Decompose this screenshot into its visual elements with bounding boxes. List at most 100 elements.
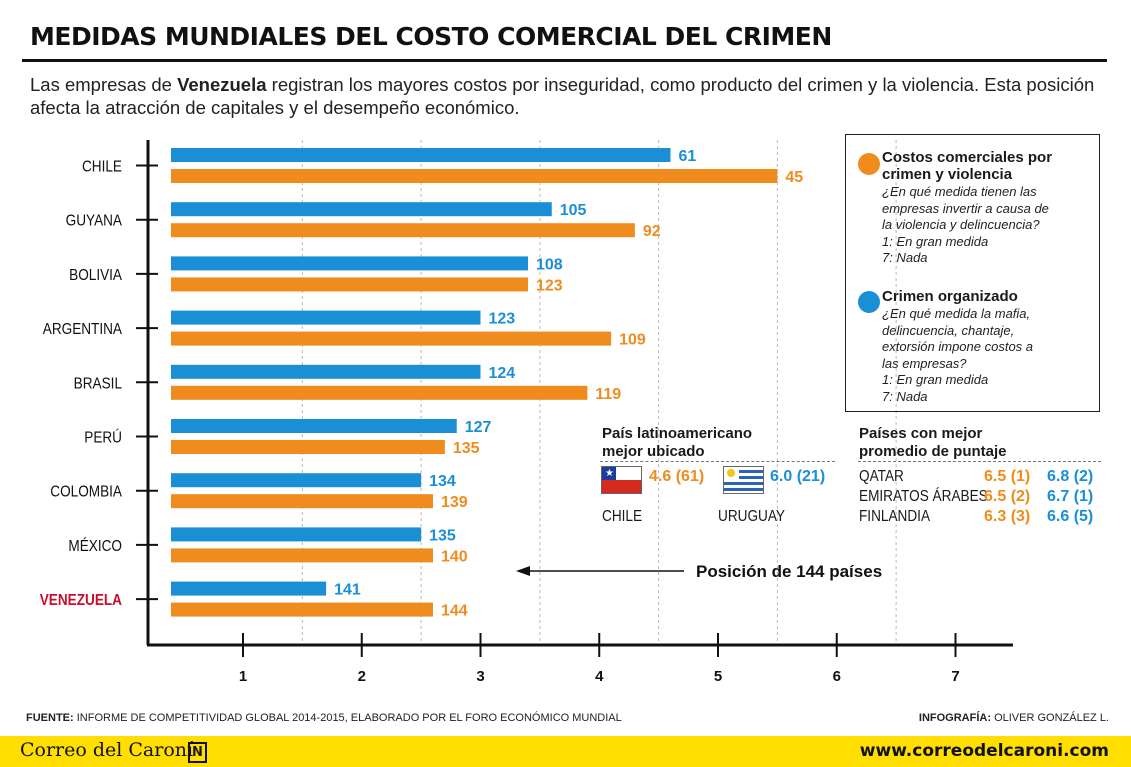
world-blue-value: 6.8 (2) (1047, 468, 1094, 485)
chile-value: 4.6 (61) (649, 468, 705, 485)
intro-pre: Las empresas de (30, 74, 178, 95)
bar-crimen-organizado (171, 364, 481, 379)
bar-data-label: 61 (679, 148, 697, 165)
x-tick-label: 6 (833, 668, 841, 685)
bar-data-label: 135 (429, 527, 456, 544)
legend-blue-line: 1: En gran medida (882, 372, 989, 387)
bar-data-label: 141 (334, 582, 361, 599)
bar-crimen-organizado (171, 256, 528, 271)
brand-logo[interactable]: Correo del Caroní (20, 739, 194, 761)
footer-bar: Correo del Caroní N www.correodelcaroni.… (0, 736, 1131, 767)
bar-crimen-organizado (171, 310, 481, 325)
page-title: MEDIDAS MUNDIALES DEL COSTO COMERCIAL DE… (30, 22, 832, 51)
x-tick-label: 2 (358, 668, 366, 685)
uruguay-value: 6.0 (21) (770, 468, 826, 485)
legend-orange-line: ¿En qué medida tienen las (882, 184, 1037, 199)
bar-crimen-organizado (171, 581, 327, 596)
category-label: GUYANA (66, 213, 122, 230)
bar-data-label: 135 (453, 440, 480, 457)
brand-n-icon: N (188, 742, 207, 763)
bar-data-label: 123 (489, 311, 516, 328)
best-world-title: Países con mejor promedio de puntaje (859, 425, 1007, 461)
best-latam-title: País latinoamericano mejor ubicado (602, 425, 752, 461)
intro-bold: Venezuela (177, 74, 267, 95)
x-tick-label: 4 (595, 668, 604, 685)
x-tick-label: 5 (714, 668, 722, 685)
bar-data-label: 108 (536, 256, 563, 273)
intro-post: registran los mayores costos por insegur… (30, 74, 1095, 118)
world-orange-value: 6.3 (3) (984, 508, 1031, 525)
bar-data-label: 124 (489, 365, 516, 382)
title-rule (22, 59, 1107, 62)
orange-dot-icon (858, 153, 880, 175)
credit-note: INFOGRAFÍA: OLIVER GONZÁLEZ L. (919, 712, 1109, 724)
bar-costos-comerciales (171, 494, 433, 509)
legend-blue-line: ¿En qué medida la mafia, (882, 306, 1031, 321)
legend-blue-line: delincuencia, chantaje, (882, 322, 1015, 338)
x-tick-label: 3 (476, 668, 484, 685)
bar-data-label: 127 (465, 419, 492, 436)
legend-orange-line: 1: En gran medida (882, 233, 989, 249)
category-label: ARGENTINA (43, 321, 122, 338)
best-world-divider (858, 461, 1101, 462)
bar-crimen-organizado (171, 473, 422, 488)
bar-costos-comerciales (171, 385, 588, 400)
source-text: INFORME DE COMPETITIVIDAD GLOBAL 2014-20… (73, 712, 622, 724)
bar-costos-comerciales (171, 331, 612, 346)
x-tick-label: 7 (951, 668, 959, 685)
category-label: BOLIVIA (69, 267, 122, 284)
chile-label: CHILE (602, 508, 643, 525)
legend-blue-title: Crimen organizado (882, 288, 1018, 305)
bar-data-label: 45 (785, 169, 803, 186)
bar-data-label: 144 (441, 603, 468, 620)
best-latam-title-line: mejor ubicado (602, 443, 705, 460)
legend-orange-line: 7: Nada (882, 250, 928, 265)
bar-costos-comerciales (171, 602, 433, 617)
best-latam-title-line: País latinoamericano (602, 425, 753, 442)
bar-crimen-organizado (171, 527, 422, 542)
category-label: PERÚ (84, 428, 122, 446)
credit-label: INFOGRAFÍA: (918, 712, 992, 724)
world-country: EMIRATOS ÁRABES (859, 488, 988, 505)
bar-data-label: 123 (536, 277, 563, 294)
category-label: COLOMBIA (50, 484, 122, 501)
source-label: FUENTE: (26, 712, 74, 724)
best-latam-divider (600, 461, 835, 462)
bar-crimen-organizado (171, 148, 671, 162)
world-orange-value: 6.5 (2) (984, 488, 1031, 505)
bar-costos-comerciales (171, 169, 778, 183)
legend-blue-line: 7: Nada (882, 388, 928, 404)
bar-data-label: 92 (643, 223, 661, 240)
legend-orange-line: empresas invertir a causa de (882, 200, 1049, 216)
legend-box: Costos comerciales por crimen y violenci… (845, 134, 1100, 412)
world-blue-value: 6.6 (5) (1047, 508, 1094, 525)
uruguay-label: URUGUAY (718, 508, 786, 525)
blue-dot-icon (858, 291, 880, 313)
site-url-link[interactable]: www.correodelcaroni.com (859, 741, 1109, 761)
category-label: BRASIL (74, 375, 122, 392)
legend-blue-desc: ¿En qué medida la mafia, delincuencia, c… (882, 306, 1097, 405)
legend-blue-line: extorsión impone costos a (882, 339, 1034, 354)
legend-orange-title: Costos comerciales por crimen y violenci… (882, 149, 1053, 183)
bar-crimen-organizado (171, 202, 552, 217)
bar-data-label: 105 (560, 202, 587, 219)
bar-costos-comerciales (171, 277, 528, 292)
bar-data-label: 109 (619, 332, 646, 349)
world-orange-value: 6.5 (1) (984, 468, 1031, 485)
x-tick-label: 1 (239, 668, 247, 685)
arrow-head-icon (516, 566, 530, 576)
category-label: MÉXICO (68, 537, 122, 555)
best-world-title-line: promedio de puntaje (859, 443, 1007, 460)
bar-crimen-organizado (171, 419, 457, 433)
world-country: QATAR (859, 468, 904, 485)
category-label: VENEZUELA (40, 592, 123, 609)
legend-blue-line: las empresas? (882, 355, 967, 371)
bar-costos-comerciales (171, 548, 433, 563)
legend-orange-line: la violencia y delincuencia? (882, 217, 1040, 232)
bar-costos-comerciales (171, 223, 635, 238)
chile-flag-icon: ★ (601, 466, 642, 494)
bar-data-label: 140 (441, 548, 468, 565)
bar-costos-comerciales (171, 440, 445, 454)
uruguay-flag-icon (723, 466, 764, 494)
